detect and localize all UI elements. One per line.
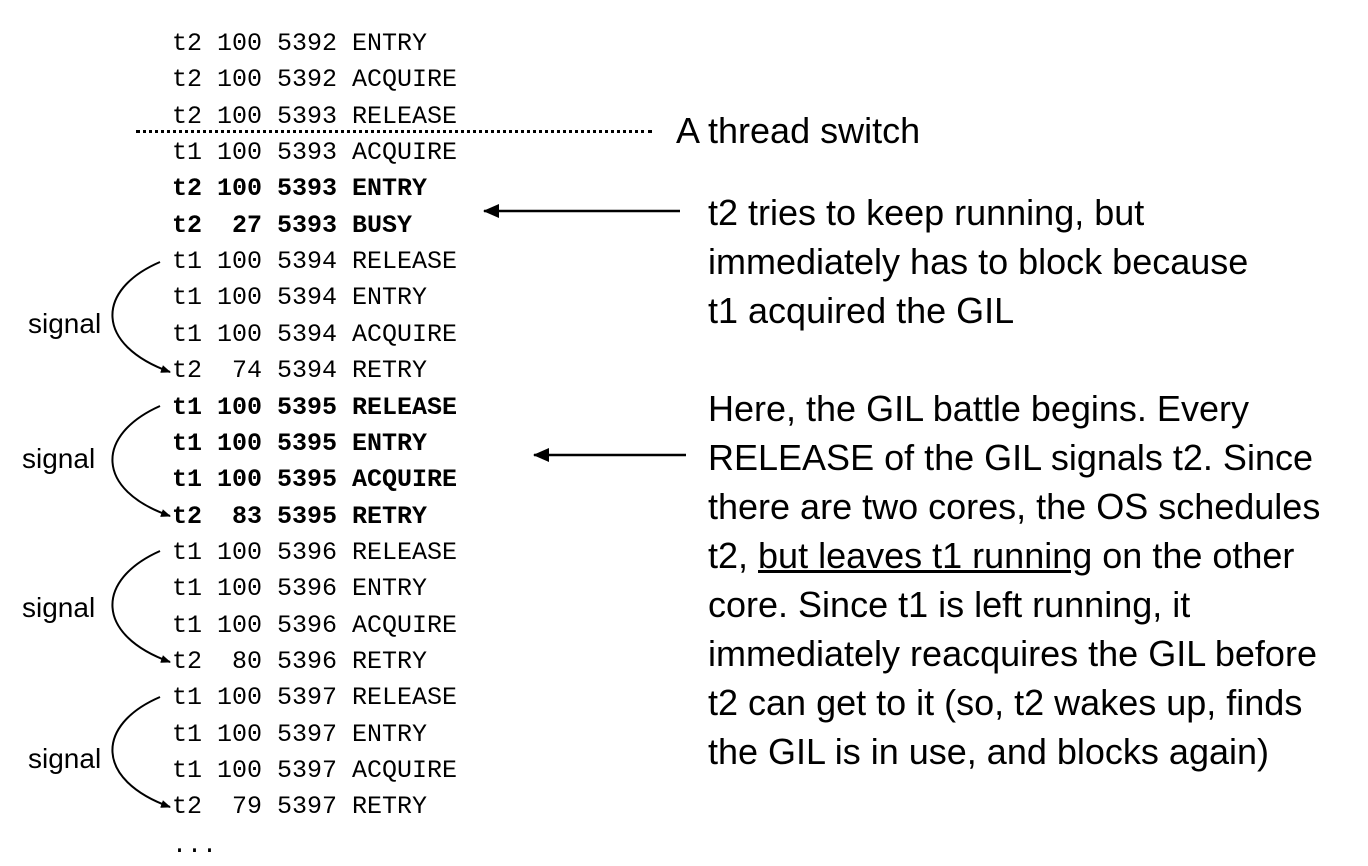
busy-note-line: t2 tries to keep running, but bbox=[708, 192, 1145, 233]
log-row: t1 100 5397 ACQUIRE bbox=[172, 756, 458, 785]
signal-arrow-3 bbox=[111, 550, 171, 663]
log-row: t2 100 5392 ACQUIRE bbox=[172, 65, 458, 95]
log-row: t2 100 5393 RELEASE bbox=[172, 101, 458, 131]
busy-note-line: immediately has to block because bbox=[708, 241, 1249, 282]
log-row: t2 79 5397 RETRY bbox=[172, 792, 428, 822]
log-row: t1 100 5395 ACQUIRE bbox=[172, 465, 458, 495]
log-row: t2 100 5392 ENTRY bbox=[172, 29, 428, 58]
signal-arrow-1 bbox=[111, 261, 171, 373]
log-row: t1 100 5394 ENTRY bbox=[172, 283, 428, 313]
log-row: t2 80 5396 RETRY bbox=[172, 646, 428, 676]
signal-arrow-2 bbox=[111, 405, 171, 517]
battle-note: Here, the GIL battle begins. Every RELEA… bbox=[708, 384, 1320, 776]
battle-note-line: Here, the GIL battle begins. Every bbox=[708, 388, 1249, 429]
battle-note-line: t2 can get to it (so, t2 wakes up, finds bbox=[708, 682, 1303, 723]
battle-note-text: t2, bbox=[708, 535, 759, 576]
busy-note: t2 tries to keep running, but immediatel… bbox=[708, 188, 1248, 335]
signal-label-2: signal bbox=[22, 443, 96, 474]
log-row: t1 100 5394 RELEASE bbox=[172, 247, 458, 277]
log-row: t1 100 5396 ENTRY bbox=[172, 574, 428, 604]
battle-note-line: core. Since t1 is left running, it bbox=[708, 584, 1191, 625]
log-row: t1 100 5396 ACQUIRE bbox=[172, 610, 458, 640]
battle-note-line: t2, but leaves t1 running on the other bbox=[708, 531, 1320, 580]
signal-arrow-4 bbox=[111, 696, 171, 808]
log-row: t1 100 5396 RELEASE bbox=[172, 537, 458, 567]
log-row: t1 100 5397 RELEASE bbox=[172, 683, 458, 713]
log-row: t2 27 5393 BUSY bbox=[172, 210, 413, 240]
log-row: t2 83 5395 RETRY bbox=[172, 501, 428, 531]
battle-note-text: on the other bbox=[1092, 535, 1295, 576]
thread-switch-divider bbox=[136, 130, 652, 133]
log-row: t1 100 5394 ACQUIRE bbox=[172, 319, 458, 349]
battle-note-line: the GIL is in use, and blocks again) bbox=[708, 731, 1269, 772]
signal-label-3: signal bbox=[22, 592, 96, 623]
busy-note-line: t1 acquired the GIL bbox=[708, 290, 1015, 331]
battle-note-line: there are two cores, the OS schedules bbox=[708, 486, 1321, 527]
log-row: t2 100 5393 ENTRY bbox=[172, 174, 428, 204]
log-row: t1 100 5395 RELEASE bbox=[172, 392, 458, 422]
battle-note-line: RELEASE of the GIL signals t2. Since bbox=[708, 437, 1313, 478]
log-ellipsis: ... bbox=[172, 831, 218, 860]
signal-label-1: signal bbox=[28, 308, 102, 339]
log-row: t1 100 5393 ACQUIRE bbox=[172, 138, 458, 168]
signal-label-4: signal bbox=[28, 743, 102, 774]
thread-switch-label: A thread switch bbox=[676, 110, 921, 151]
log-row: t2 74 5394 RETRY bbox=[172, 356, 428, 386]
battle-note-underlined: but leaves t1 running bbox=[758, 535, 1093, 576]
log-row: t1 100 5395 ENTRY bbox=[172, 428, 428, 458]
battle-note-line: immediately reacquires the GIL before bbox=[708, 633, 1317, 674]
log-row: t1 100 5397 ENTRY bbox=[172, 719, 428, 749]
